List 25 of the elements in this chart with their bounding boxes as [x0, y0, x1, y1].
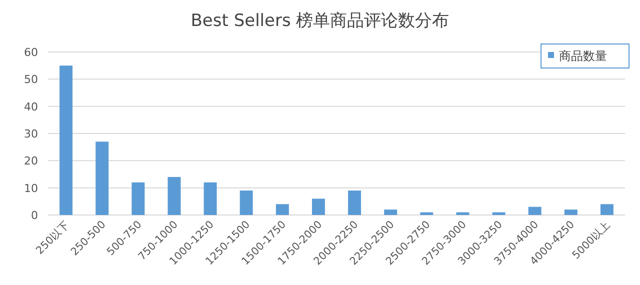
bar	[348, 190, 362, 215]
y-tick-label: 30	[24, 128, 38, 140]
bar	[564, 210, 578, 215]
bar	[384, 210, 398, 215]
bar	[492, 212, 506, 215]
bar	[312, 198, 325, 215]
bar	[96, 142, 109, 215]
bar	[132, 182, 145, 215]
y-tick-label: 40	[24, 100, 38, 114]
bar	[528, 206, 542, 215]
bar	[168, 176, 181, 215]
y-tick-label: 20	[24, 154, 38, 168]
y-tick-label: 0	[31, 209, 38, 222]
bar	[600, 204, 614, 215]
legend-label: 商品数量	[559, 49, 607, 63]
bar	[60, 66, 73, 215]
bar	[240, 190, 253, 215]
bar	[420, 212, 434, 215]
y-tick-label: 50	[24, 73, 38, 86]
bar	[204, 182, 217, 215]
y-tick-label: 10	[24, 182, 38, 195]
bar	[276, 204, 289, 215]
chart-title: Best Sellers 榜单商品评论数分布	[190, 11, 450, 31]
y-tick-label: 60	[24, 46, 38, 59]
bar	[456, 212, 470, 215]
